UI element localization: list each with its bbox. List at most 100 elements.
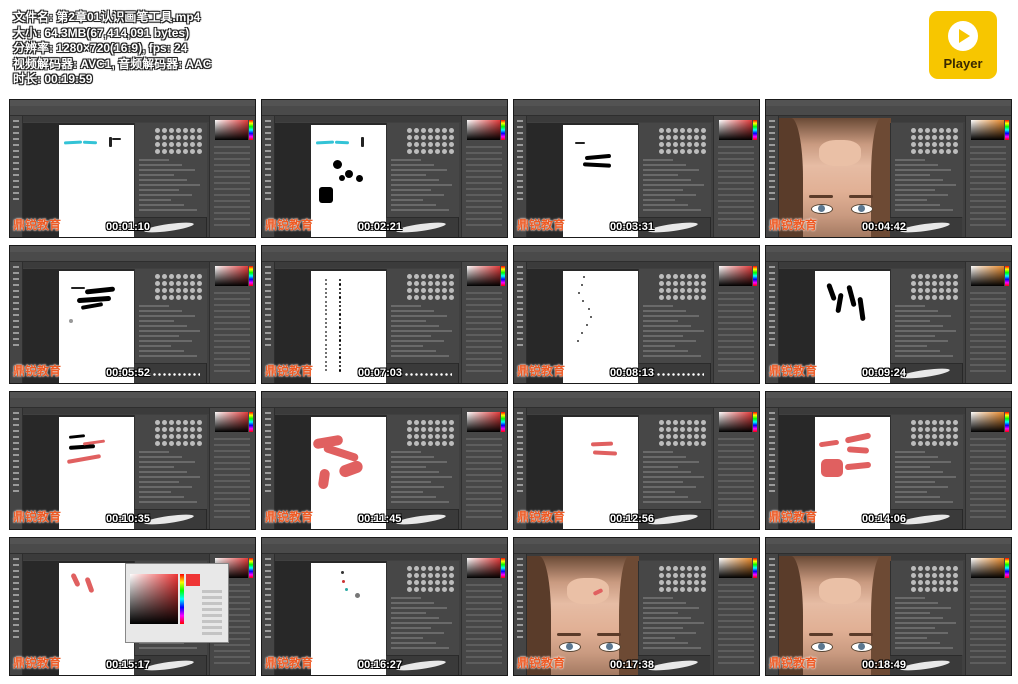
color-value-field[interactable] [202,602,222,605]
color-picker[interactable] [719,412,752,432]
panel-row [466,200,502,202]
brush-tip-swatch [946,281,951,286]
hue-slider[interactable] [501,412,505,432]
video-thumbnail[interactable]: 鼎锐教育 00:14:06 [765,391,1012,530]
brush-settings-panel [890,415,963,509]
brush-tip-swatch [414,142,419,147]
brush-tip-swatch [946,580,951,585]
color-value-field[interactable] [202,596,222,599]
tool-icon [13,412,19,414]
setting-row [139,320,174,322]
video-thumbnail[interactable]: 鼎锐教育 00:05:52 [9,245,256,384]
video-thumbnail[interactable]: 鼎锐教育 00:18:49 [765,537,1012,676]
video-thumbnail[interactable]: 鼎锐教育 00:04:42 [765,99,1012,238]
panel-row [970,602,1006,604]
brush-tip-swatch [435,420,440,425]
color-picker[interactable] [467,120,500,140]
video-thumbnail[interactable]: 鼎锐教育 00:07:03 [261,245,508,384]
setting-row [643,209,701,211]
color-picker[interactable] [971,412,1004,432]
color-picker[interactable] [971,266,1004,286]
color-picker[interactable] [467,266,500,286]
color-field[interactable] [130,574,178,624]
color-value-field[interactable] [202,590,222,593]
hue-slider[interactable] [1005,266,1009,286]
color-picker[interactable] [467,412,500,432]
color-picker[interactable] [971,558,1004,578]
new-color-swatch [186,574,200,586]
color-value-field[interactable] [202,632,222,635]
tool-icon [13,332,19,334]
brush-tip-swatch [701,566,706,571]
video-thumbnail[interactable]: 鼎锐教育 00:03:31 [513,99,760,238]
hue-slider[interactable] [501,120,505,140]
brush-stroke [107,445,116,454]
brush-tip-swatch [918,142,923,147]
dialog-hue-slider[interactable] [180,574,184,624]
brush-tip-swatch [176,420,181,425]
brush-tip-swatch [197,434,202,439]
color-picker[interactable] [467,558,500,578]
tool-icon [517,326,523,328]
hue-slider[interactable] [1005,120,1009,140]
color-picker-dialog[interactable] [125,563,229,643]
brush-tip-swatch [183,142,188,147]
tool-icon [517,454,523,456]
video-thumbnail[interactable]: 鼎锐教育 00:01:10 [9,99,256,238]
tool-icon [13,308,19,310]
color-picker[interactable] [719,120,752,140]
color-value-field[interactable] [202,608,222,611]
setting-row [895,305,925,307]
brush-tip-swatch [421,587,426,592]
hue-slider[interactable] [249,120,253,140]
color-picker[interactable] [215,120,248,140]
hue-slider[interactable] [249,558,253,578]
color-picker[interactable] [971,120,1004,140]
ps-document-tab [275,408,465,414]
setting-row [139,209,197,211]
tool-icon [265,272,271,274]
video-thumbnail[interactable]: 鼎锐教育 00:12:56 [513,391,760,530]
color-value-field[interactable] [202,626,222,629]
color-picker[interactable] [719,558,752,578]
hue-slider[interactable] [753,266,757,286]
timestamp: 00:07:03 [358,367,403,379]
hue-slider[interactable] [249,412,253,432]
hue-slider[interactable] [249,266,253,286]
hue-slider[interactable] [753,412,757,432]
hue-slider[interactable] [753,558,757,578]
brush-preview [890,509,962,529]
brush-tip-swatch [421,573,426,578]
panel-row [466,346,502,348]
tool-icon [517,466,523,468]
panel-row [466,316,502,318]
video-thumbnail[interactable]: 鼎锐教育 00:16:27 [261,537,508,676]
brush-tip-swatch [183,441,188,446]
video-thumbnail[interactable]: 鼎锐教育 00:11:45 [261,391,508,530]
color-picker[interactable] [215,266,248,286]
brush-tip-swatch [449,135,454,140]
video-thumbnail[interactable]: 鼎锐教育 00:10:35 [9,391,256,530]
hue-slider[interactable] [1005,558,1009,578]
color-picker[interactable] [719,266,752,286]
tool-icon [769,636,775,638]
video-thumbnail[interactable]: 鼎锐教育 00:17:38 [513,537,760,676]
color-picker[interactable] [215,412,248,432]
video-thumbnail[interactable]: 鼎锐教育 00:09:24 [765,245,1012,384]
video-thumbnail[interactable]: 鼎锐教育 00:15:17 [9,537,256,676]
tool-icon [517,302,523,304]
tool-icon [13,278,19,280]
hue-slider[interactable] [1005,412,1009,432]
tool-icon [517,198,523,200]
hue-slider[interactable] [501,558,505,578]
hue-slider[interactable] [753,120,757,140]
color-value-field[interactable] [202,614,222,617]
brush-tip-swatch [659,587,664,592]
hue-slider[interactable] [501,266,505,286]
tool-icon [13,624,19,626]
brush-preview [638,217,710,237]
tool-icon [265,296,271,298]
video-thumbnail[interactable]: 鼎锐教育 00:02:21 [261,99,508,238]
video-thumbnail[interactable]: 鼎锐教育 00:08:13 [513,245,760,384]
color-value-field[interactable] [202,620,222,623]
